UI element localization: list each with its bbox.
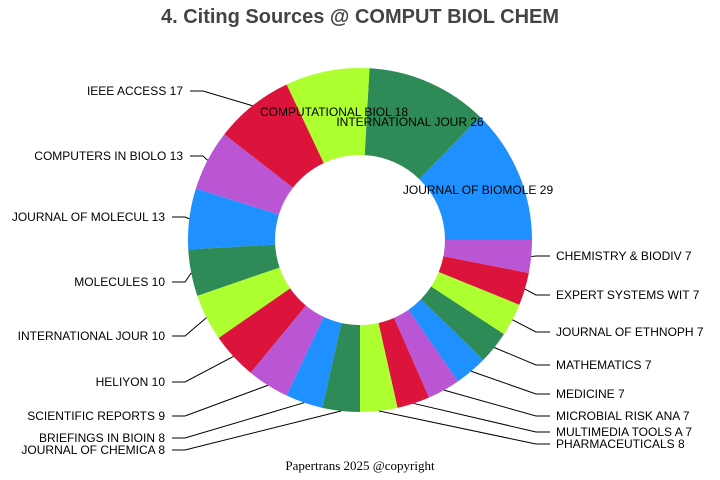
- slice-label: MOLECULES 10: [74, 275, 165, 289]
- slice-label: MATHEMATICS 7: [556, 358, 652, 372]
- leader-line: [443, 389, 550, 417]
- chart-title: 4. Citing Sources @ COMPUT BIOL CHEM: [160, 6, 560, 28]
- donut-slice: [364, 68, 480, 180]
- donut-slice: [195, 134, 293, 215]
- donut-slice: [420, 286, 504, 360]
- leader-line: [413, 402, 550, 433]
- slice-label: SCIENTIFIC REPORTS 9: [27, 409, 165, 423]
- donut-slice: [286, 316, 342, 408]
- slice-label: MULTIMEDIA TOOLS A 7: [556, 425, 692, 439]
- leader-line: [172, 402, 305, 439]
- slice-label: COMPUTATIONAL BIOL 18: [260, 105, 408, 119]
- slice-label: JOURNAL OF ETHNOPH 7: [556, 325, 704, 339]
- slice-label: CHEMISTRY & BIODIV 7: [556, 249, 692, 263]
- donut-slice: [419, 116, 533, 240]
- slice-label: IEEE ACCESS 17: [87, 84, 183, 98]
- copyright-footer: Papertrans 2025 @copyright: [285, 458, 435, 473]
- slice-label: INTERNATIONAL JOUR 26: [336, 115, 484, 129]
- donut-slice: [197, 267, 291, 339]
- donut-slice: [431, 271, 520, 335]
- slice-label: JOURNAL OF CHEMICA 8: [21, 443, 165, 457]
- leader-line: [172, 410, 342, 451]
- leader-line: [512, 319, 550, 333]
- slice-label: EXPERT SYSTEMS WIT 7: [556, 288, 700, 302]
- donut-slice: [224, 84, 324, 188]
- leader-line: [470, 370, 550, 395]
- donut-slice: [378, 317, 430, 408]
- slice-label: INTERNATIONAL JOUR 10: [18, 329, 166, 343]
- leader-line: [494, 347, 550, 366]
- donut-slice: [188, 188, 279, 250]
- slice-label: BRIEFINGS IN BIOIN 8: [39, 431, 165, 445]
- donut-slice: [394, 309, 459, 398]
- leader-line: [172, 216, 190, 220]
- leader-line: [190, 155, 208, 161]
- leader-line: [378, 410, 550, 445]
- leader-line: [172, 317, 207, 337]
- donut-slice: [360, 322, 398, 412]
- donut-slice: [188, 244, 280, 296]
- slice-label: JOURNAL OF BIOMOLE 29: [403, 183, 554, 197]
- leader-line: [172, 272, 192, 283]
- donut-slice: [438, 256, 529, 305]
- donut-slice: [443, 240, 532, 273]
- donut-slice: [250, 305, 324, 396]
- leader-line: [531, 255, 550, 258]
- leader-line: [172, 356, 234, 383]
- slice-label: MEDICINE 7: [556, 387, 625, 401]
- slice-label: HELIYON 10: [96, 375, 166, 389]
- leader-line: [190, 90, 253, 107]
- leader-line: [172, 384, 269, 417]
- slice-label: JOURNAL OF MOLECUL 13: [12, 210, 165, 224]
- slice-label: COMPUTERS IN BIOLO 13: [34, 149, 183, 163]
- donut-slice: [408, 299, 484, 382]
- donut-slice: [322, 322, 360, 412]
- slice-label: PHARMACEUTICALS 8: [556, 437, 685, 451]
- leader-line: [524, 288, 550, 296]
- slice-label: MICROBIAL RISK ANA 7: [556, 409, 690, 423]
- donut-slice: [286, 68, 370, 164]
- donut-slice: [218, 288, 306, 373]
